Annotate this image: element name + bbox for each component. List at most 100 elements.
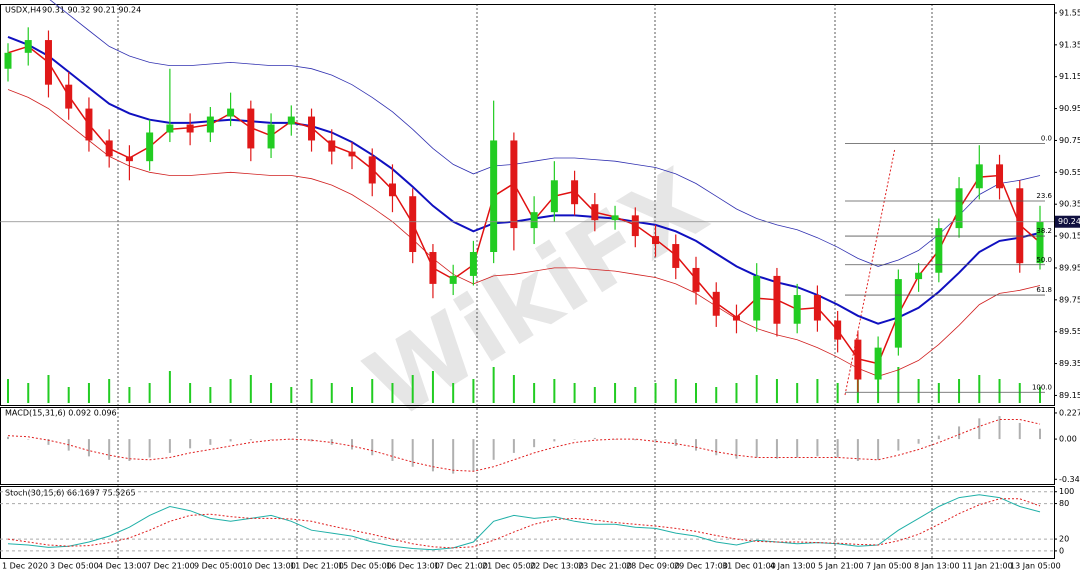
volume-bar [351, 387, 353, 403]
candle-body [854, 339, 862, 380]
x-tick-label: 31 Dec 01:00 [722, 562, 776, 571]
x-tick-label: 9 Dec 05:00 [194, 562, 243, 571]
volume-bar [593, 387, 596, 403]
candle-body [469, 252, 477, 276]
macd-bar [1039, 428, 1041, 440]
candle-body [975, 164, 983, 189]
candle-body [773, 275, 781, 324]
fib-label: 50.0 [1036, 256, 1052, 264]
macd-bar [735, 439, 738, 459]
candle-body [247, 108, 255, 149]
macd-bar [715, 439, 718, 456]
y-tick-label: 89.55 [1059, 327, 1080, 336]
macd-bar [492, 439, 495, 460]
candle-body [874, 347, 882, 380]
macd-bar [877, 439, 880, 460]
candle-body [915, 272, 923, 280]
x-tick-label: 7 Dec 21:00 [146, 562, 195, 571]
volume-bar [695, 383, 697, 403]
macd-bar [755, 439, 758, 458]
x-tick-label: 11 Dec 21:00 [290, 562, 344, 571]
volume-bar [654, 383, 657, 403]
volume-bar [209, 387, 212, 403]
volume-bar [189, 383, 192, 403]
macd-bar [573, 439, 576, 440]
macd-bar [108, 439, 111, 460]
macd-bar [229, 439, 232, 442]
volume-bar [108, 379, 111, 403]
indicator-line [7, 35, 1041, 325]
volume-bar [310, 379, 313, 403]
candle-body [267, 124, 275, 149]
volume-bar [573, 383, 576, 403]
candle-body [368, 156, 376, 184]
candle-body [85, 108, 93, 141]
macd-bar [553, 439, 556, 442]
macd-bar [431, 439, 434, 472]
macd-bar [47, 439, 50, 445]
candle-body [692, 267, 700, 292]
volume-bar [816, 379, 819, 403]
x-tick-label: 5 Jan 21:00 [818, 562, 864, 571]
macd-bar [917, 439, 920, 444]
macd-bar [472, 439, 475, 472]
volume-bar [249, 375, 252, 403]
fib-label: 100.0 [1032, 383, 1052, 391]
volume-bar [229, 379, 232, 403]
candle-body [510, 140, 518, 229]
y-tick-label: 90.35 [1059, 200, 1080, 209]
macd-bar [209, 439, 212, 445]
macd-title: MACD(15,31,6) 0.092 0.096 [5, 409, 117, 418]
candle-body [550, 180, 558, 213]
candle-body [227, 108, 235, 117]
main-title: USDX,H4 [5, 6, 41, 15]
y-tick-label: 91.15 [1059, 72, 1080, 81]
macd-bar [998, 416, 1001, 440]
candle-body [388, 183, 396, 197]
candle-body [105, 140, 113, 157]
macd-bar [87, 439, 90, 457]
indicator-line [7, 45, 1041, 365]
volume-bar [492, 367, 495, 403]
x-tick-label: 22 Dec 13:00 [530, 562, 584, 571]
candle-body [24, 40, 32, 53]
y-tick-label: 90.15 [1059, 232, 1080, 241]
candle-body [1016, 188, 1024, 264]
last-price-tag [1055, 215, 1080, 228]
volume-bar [128, 387, 131, 403]
volume-bar [87, 383, 90, 403]
volume-bar [452, 383, 455, 403]
candle-body [65, 84, 73, 109]
volume-bar [634, 387, 637, 403]
candle-body [449, 275, 457, 284]
candle-body [935, 228, 943, 273]
candle-body [530, 212, 538, 229]
candle-body [611, 215, 619, 221]
candle-body [409, 196, 417, 253]
macd-signal [7, 419, 1041, 472]
macd-bar [978, 418, 981, 440]
volume-bar [978, 375, 981, 403]
macd-bar [654, 439, 657, 443]
volume-bar [796, 383, 799, 403]
candle-body [4, 52, 12, 69]
volume-bar [472, 379, 475, 403]
volume-bar [614, 383, 617, 403]
volume-bar [998, 379, 1001, 403]
candle-body [672, 244, 680, 268]
y-tick-label: 90.55 [1059, 168, 1080, 177]
candle-body [571, 180, 579, 205]
macd-bar [351, 439, 353, 450]
candle-body [348, 151, 356, 157]
candle-body [753, 275, 761, 321]
macd-bar [593, 437, 596, 440]
volume-bar [1018, 383, 1021, 403]
last-price-label: 90.24 [1058, 217, 1080, 226]
stoch-line [7, 494, 1041, 551]
x-tick-label: 8 Jan 13:00 [914, 562, 960, 571]
candle-body [732, 315, 740, 321]
x-tick-label: 11 Jan 21:00 [962, 562, 1013, 571]
macd-bar [836, 439, 839, 458]
y-tick-label: 0.227 [1059, 408, 1080, 417]
macd-bar [614, 439, 617, 440]
